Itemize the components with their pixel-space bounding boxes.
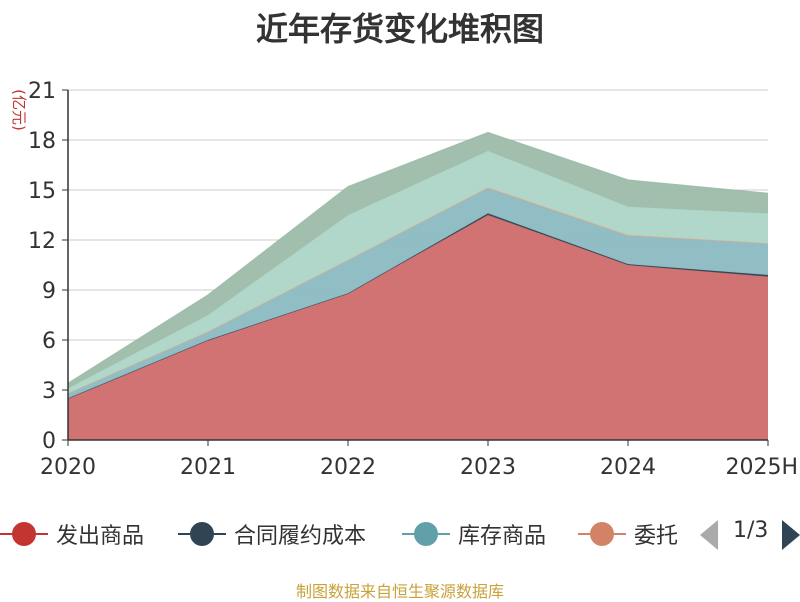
area-series-4 — [68, 150, 768, 394]
y-tick-label: 6 — [42, 329, 56, 354]
y-axis-unit-label: (亿元) — [10, 89, 28, 131]
area-series-2 — [68, 188, 768, 399]
y-tick-label: 15 — [28, 179, 56, 204]
legend-marker-icon — [578, 514, 626, 554]
legend-item-weituo[interactable]: 委托 — [578, 514, 678, 554]
legend-item-kucun[interactable]: 库存商品 — [402, 514, 546, 554]
x-tick-label: 2023 — [460, 455, 516, 480]
x-tick-label: 2022 — [320, 455, 376, 480]
x-tick-label: 2020 — [40, 455, 96, 480]
legend-item-hetong[interactable]: 合同履约成本 — [178, 514, 366, 554]
legend-item-fachu[interactable]: 发出商品 — [0, 514, 144, 554]
x-tick-label: 2021 — [180, 455, 236, 480]
legend: 发出商品 合同履约成本 库存商品 委托 — [0, 514, 690, 554]
y-tick-label: 3 — [42, 379, 56, 404]
y-tick-label: 0 — [42, 429, 56, 454]
area-series-0 — [68, 215, 768, 440]
y-tick-label: 12 — [28, 229, 56, 254]
y-tick-label: 21 — [28, 79, 56, 104]
legend-marker-icon — [178, 514, 226, 554]
legend-marker-icon — [0, 514, 48, 554]
legend-marker-icon — [402, 514, 450, 554]
chart-title: 近年存货变化堆积图 — [255, 10, 544, 48]
y-tick-label: 18 — [28, 129, 56, 154]
area-series — [67, 131, 769, 440]
legend-prev-page-icon[interactable] — [700, 520, 718, 550]
legend-label: 发出商品 — [56, 524, 145, 549]
legend-next-page-icon[interactable] — [782, 520, 800, 550]
data-source-note: 制图数据来自恒生聚源数据库 — [295, 582, 504, 601]
area-series-edge-5 — [67, 131, 769, 384]
legend-label: 委托 — [634, 524, 679, 549]
legend-page-indicator: 1/3 — [733, 518, 769, 543]
legend-label: 库存商品 — [458, 524, 547, 549]
axes: 0 3 6 9 12 15 18 21 2020 2021 2022 2023 2024 2025H — [28, 79, 798, 480]
y-tick-label: 9 — [42, 279, 56, 304]
x-tick-label: 2025H — [725, 455, 798, 480]
legend-label: 合同履约成本 — [234, 524, 367, 549]
x-tick-label: 2024 — [600, 455, 656, 480]
